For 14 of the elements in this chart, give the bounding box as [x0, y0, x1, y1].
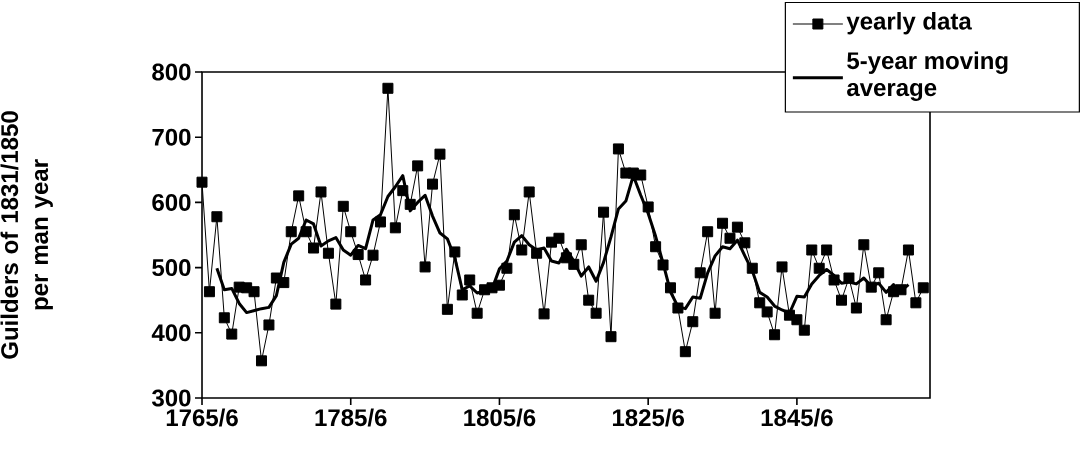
- legend-label: 5-year moving average: [847, 51, 1008, 101]
- x-tick-label: 1825/6: [612, 408, 684, 427]
- y-tick-label: 500: [152, 259, 191, 277]
- x-tick-label: 1765/6: [166, 408, 238, 427]
- y-tick-label: 800: [152, 63, 191, 81]
- y-tick-label: 300: [151, 389, 191, 407]
- x-tick-label: 1805/6: [464, 408, 536, 427]
- x-tick-label: 1845/6: [761, 408, 833, 427]
- x-tick-label: 1785/6: [315, 408, 387, 427]
- y-tick-label: 600: [152, 193, 191, 211]
- y-tick-label: 700: [152, 128, 191, 146]
- y-tick-label: 400: [151, 324, 191, 342]
- y-axis-title: Guilders of 1831/1850 per man year: [0, 111, 53, 359]
- legend-label: yearly data: [846, 12, 972, 35]
